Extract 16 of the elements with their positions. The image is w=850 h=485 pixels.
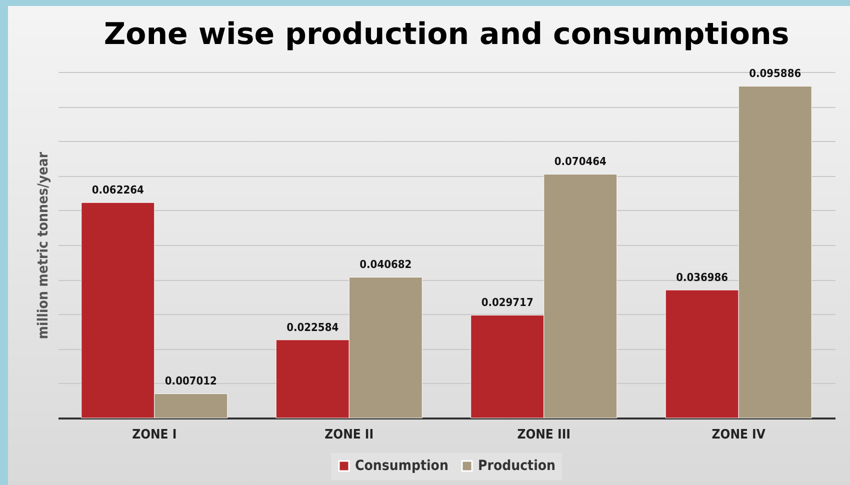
data-label: 0.070464 [554,155,606,168]
x-tick-label: ZONE I [132,428,177,442]
x-tick-label: ZONE III [517,428,571,442]
legend-label: Consumption [355,458,448,474]
x-tick-label: ZONE IV [712,428,766,442]
data-label: 0.007012 [164,374,217,388]
data-label: 0.036986 [676,271,728,284]
legend-label: Production [478,458,556,474]
chart-title: Zone wise production and consumptions [104,17,790,52]
data-label: 0.095886 [749,67,802,80]
data-label: 0.062264 [92,184,144,197]
y-axis-title: million metric tonnes/year [36,151,52,340]
x-tick-label: ZONE II [324,428,374,442]
data-label: 0.040682 [360,258,412,272]
data-label: 0.022584 [286,320,339,334]
data-label: 0.029717 [481,296,534,310]
